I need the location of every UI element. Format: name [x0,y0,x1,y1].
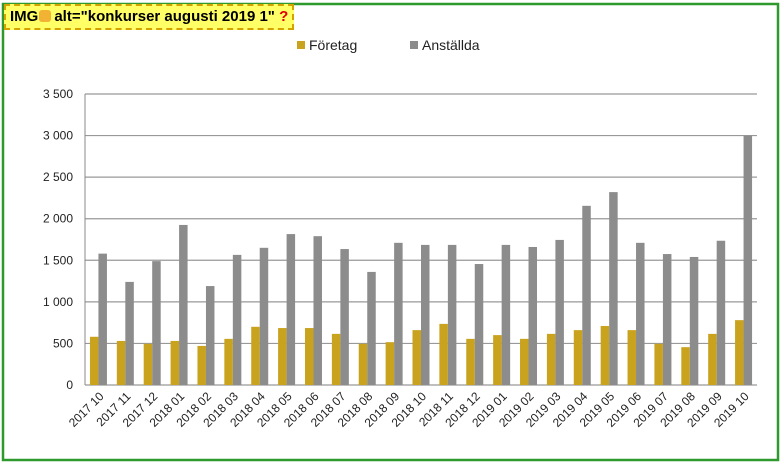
y-tick-label: 500 [53,336,73,350]
bar [716,240,726,385]
y-tick-label: 3 500 [43,87,73,101]
bar [98,253,107,385]
bar [259,247,269,385]
bar [681,347,690,385]
bar [286,234,296,385]
y-tick-label: 2 000 [43,212,73,226]
bar [179,224,188,385]
bar [197,345,206,385]
y-tick-label: 3 000 [43,129,73,143]
bar [358,343,368,385]
bar [116,340,126,385]
bar [654,343,663,385]
bar [447,244,457,385]
bar [89,336,99,385]
image-alt-overlay: IMG alt="konkurser augusti 2019 1" ? [4,4,295,30]
bar [340,249,349,385]
bar [735,320,744,385]
legend-label: Anställda [422,37,480,53]
bar [520,338,529,385]
legend-swatch [410,41,418,49]
bar [708,333,717,385]
bar [278,328,287,385]
alt-text: alt="konkurser augusti 2019 1" [54,8,275,25]
y-tick-label: 1 500 [43,253,73,267]
bar [439,323,448,385]
bar [555,239,564,385]
legend-swatch [297,41,305,49]
bar [493,335,502,385]
bar [600,325,610,385]
bar [304,328,314,385]
bar [331,333,341,385]
bar [224,338,233,385]
bar [546,333,556,385]
bar [367,271,376,385]
bar [689,256,699,385]
bar [501,244,511,385]
y-tick-label: 0 [66,378,73,392]
bar [412,330,421,385]
bar [143,343,153,385]
bar [205,286,215,385]
bar [125,281,134,385]
bar [609,192,618,385]
y-tick-label: 1 000 [43,295,73,309]
bar [170,340,180,385]
bar [474,264,484,385]
bar [528,246,538,385]
bar [743,135,753,385]
bar [232,254,242,385]
bar [573,330,583,385]
bar [313,236,322,385]
thumb-icon [39,10,52,22]
bar [627,330,637,385]
bar [636,242,645,385]
y-tick-label: 2 500 [43,170,73,184]
bar [582,205,591,385]
img-tag: IMG [10,8,39,25]
question-icon: ? [279,8,289,25]
bar [385,342,395,385]
bar [394,242,403,385]
bar [251,326,260,385]
legend-label: Företag [309,37,357,53]
bar [152,261,161,385]
bar [466,338,475,385]
bar [662,254,672,385]
bar [421,244,430,385]
